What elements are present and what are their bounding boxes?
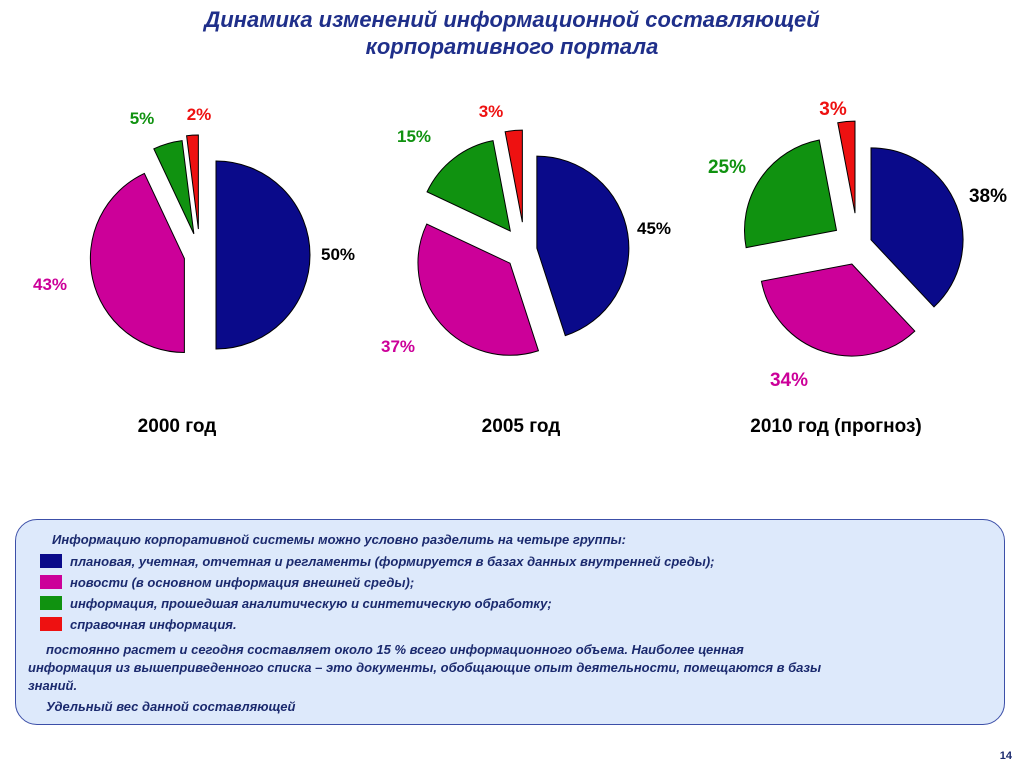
pie-slice-planned: [215, 160, 311, 350]
legend-swatch-news: [40, 575, 62, 589]
legend-item-planned: плановая, учетная, отчетная и регламенты…: [40, 554, 714, 569]
legend-swatch-analytic: [40, 596, 62, 610]
legend-label-analytic: информация, прошедшая аналитическую и си…: [70, 596, 552, 611]
pie-slice-reference: [837, 120, 856, 214]
legend-swatch-reference: [40, 617, 62, 631]
pie-slice-news: [760, 263, 916, 357]
pie-slice-reference: [186, 134, 199, 230]
pie-slice-planned: [536, 155, 630, 337]
pie-chart-1: 45% 37% 15% 3%: [381, 102, 671, 356]
legend-item-news: новости (в основном информация внешней с…: [40, 575, 414, 590]
legend-label-planned: плановая, учетная, отчетная и регламенты…: [70, 554, 715, 569]
pie-label-reference: 3%: [819, 99, 847, 120]
pie-title-2005: 2005 год: [481, 416, 561, 437]
pie-label-news: 43%: [33, 275, 67, 294]
pie-label-news: 37%: [381, 337, 415, 356]
pie-slice-planned: [870, 147, 964, 308]
page-number: 14: [999, 750, 1012, 762]
info-paragraph-line-1: постоянно растет и сегодня составляет ок…: [46, 642, 744, 657]
legend-item-analytic: информация, прошедшая аналитическую и си…: [40, 596, 552, 611]
info-box: Информацию корпоративной системы можно у…: [15, 519, 1005, 725]
pie-label-analytic: 15%: [397, 127, 431, 146]
pie-slice-reference: [504, 129, 523, 223]
info-intro: Информацию корпоративной системы можно у…: [52, 532, 626, 547]
pie-label-planned: 50%: [321, 245, 355, 264]
pie-label-news: 34%: [770, 370, 808, 391]
info-paragraph-line-2: информация из вышеприведенного списка – …: [28, 660, 822, 675]
pie-title-2010: 2010 год (прогноз): [750, 416, 922, 437]
legend-item-reference: справочная информация.: [40, 617, 237, 632]
pie-slice-analytic: [426, 140, 511, 232]
legend-label-news: новости (в основном информация внешней с…: [70, 575, 415, 590]
pie-label-analytic: 25%: [708, 157, 746, 178]
page-title-line-1: Динамика изменений информационной состав…: [204, 7, 820, 32]
info-paragraph-line-3: знаний.: [28, 678, 78, 693]
legend-swatch-planned: [40, 554, 62, 568]
pie-title-2000: 2000 год: [137, 416, 217, 437]
pie-label-reference: 2%: [187, 105, 212, 124]
legend-label-reference: справочная информация.: [70, 617, 237, 632]
pie-slice-analytic: [744, 139, 838, 249]
pie-label-analytic: 5%: [130, 109, 155, 128]
pie-label-reference: 3%: [479, 102, 504, 121]
pie-slice-analytic: [153, 140, 195, 235]
pie-slice-news: [417, 223, 540, 356]
pie-slice-news: [89, 172, 185, 353]
pie-label-planned: 38%: [969, 186, 1007, 207]
page-title: Динамика изменений информационной состав…: [0, 6, 1024, 60]
pie-charts: 50% 43% 5% 2% 45% 37% 15% 3% 38% 34% 25% 3%: [33, 99, 1007, 391]
page-title-line-2: корпоративного портала: [365, 34, 659, 59]
pie-chart-0: 50% 43% 5% 2%: [33, 105, 355, 353]
pie-chart-2: 38% 34% 25% 3%: [708, 99, 1007, 391]
pie-label-planned: 45%: [637, 219, 671, 238]
info-last-line: Удельный вес данной составляющей: [46, 699, 296, 714]
